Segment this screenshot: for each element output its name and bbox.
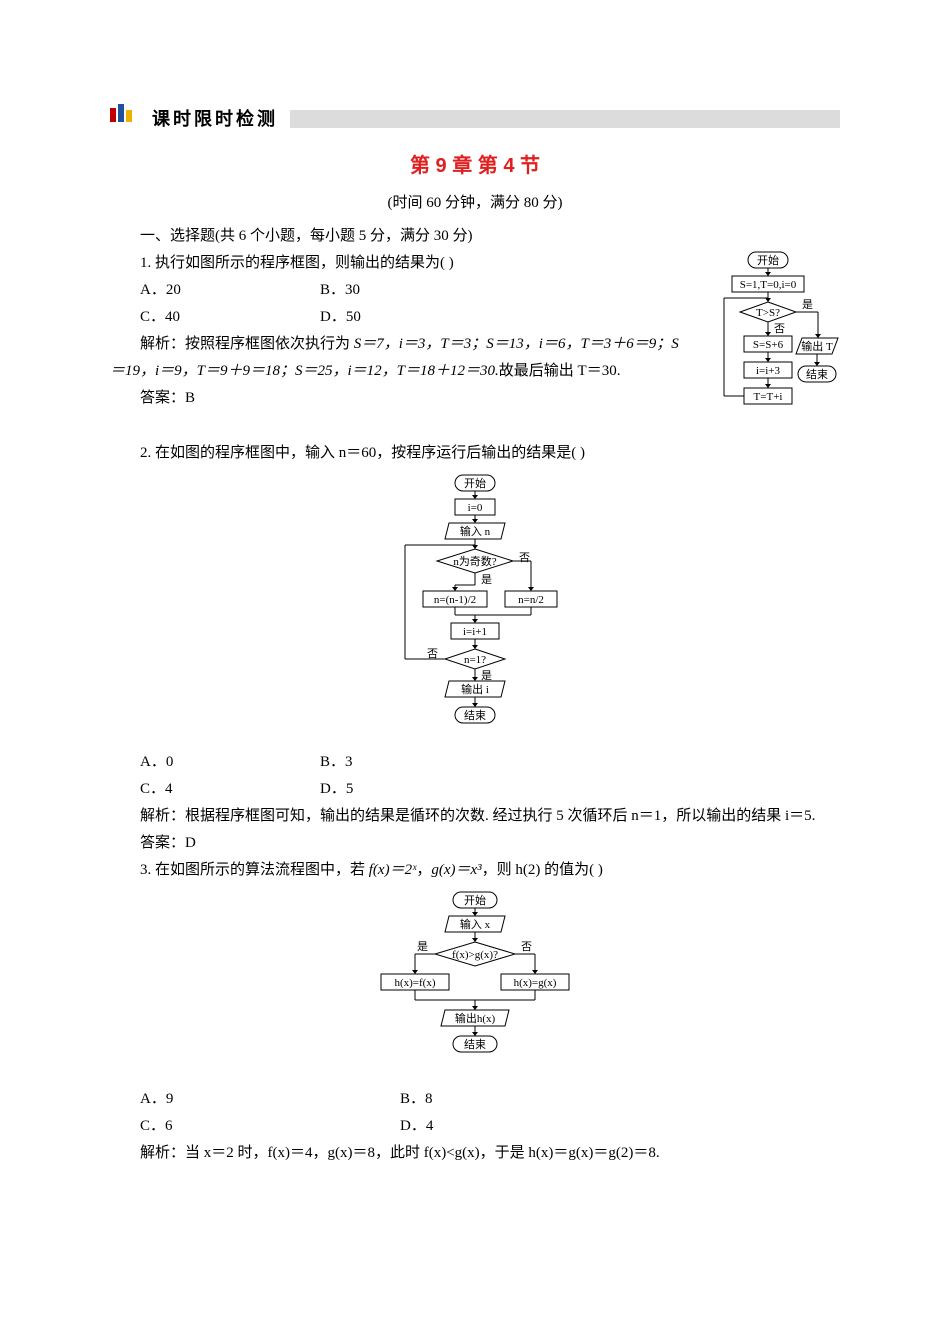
q2-optC: C．4	[140, 776, 320, 803]
svg-text:n=1?: n=1?	[464, 654, 486, 666]
q2-optA: A．0	[140, 749, 320, 776]
banner-bar	[290, 110, 840, 128]
svg-text:结束: 结束	[464, 1038, 486, 1051]
svg-text:否: 否	[774, 323, 785, 335]
svg-text:输出 i: 输出 i	[461, 682, 489, 696]
svg-text:是: 是	[802, 298, 813, 311]
svg-text:n=n/2: n=n/2	[518, 594, 544, 606]
svg-text:输出 T: 输出 T	[801, 339, 833, 353]
q1-flow-start: 开始	[757, 253, 779, 267]
page-container: 课时限时检测 第 9 章 第 4 节 (时间 60 分钟，满分 80 分) 一、…	[0, 0, 950, 1207]
q2-explain: 解析：根据程序框图可知，输出的结果是循环的次数. 经过执行 5 次循环后 n＝1…	[110, 803, 840, 830]
header-banner: 课时限时检测	[110, 100, 840, 138]
svg-text:S=1,T=0,i=0: S=1,T=0,i=0	[740, 279, 797, 291]
svg-text:f(x)>g(x)?: f(x)>g(x)?	[452, 949, 498, 961]
q1-options-row2: C．40 D．50	[110, 304, 690, 331]
q3-optA: A．9	[140, 1086, 400, 1113]
chapter-title: 第 9 章 第 4 节	[110, 148, 840, 184]
section1-heading: 一、选择题(共 6 个小题，每小题 5 分，满分 30 分)	[110, 223, 840, 250]
svg-text:i=0: i=0	[468, 502, 483, 514]
svg-text:n为奇数?: n为奇数?	[453, 555, 496, 568]
svg-text:i=i+3: i=i+3	[756, 365, 781, 377]
svg-text:是: 是	[417, 940, 428, 953]
svg-text:S=S+6: S=S+6	[753, 339, 784, 351]
q3-explain: 解析：当 x＝2 时，f(x)＝4，g(x)＝8，此时 f(x)<g(x)，于是…	[110, 1140, 840, 1167]
svg-text:结束: 结束	[806, 368, 828, 381]
svg-text:否: 否	[519, 552, 530, 564]
svg-text:输出h(x): 输出h(x)	[455, 1011, 496, 1025]
svg-text:结束: 结束	[464, 709, 486, 722]
q1-options-row1: A．20 B．30	[110, 277, 690, 304]
svg-text:否: 否	[427, 648, 438, 660]
time-info: (时间 60 分钟，满分 80 分)	[110, 190, 840, 217]
q3-optB: B．8	[400, 1086, 660, 1113]
q3-fx: f(x)＝2ˣ	[369, 862, 417, 878]
q3-options-row1: A．9 B．8	[110, 1086, 840, 1113]
q3-optC: C．6	[140, 1113, 400, 1140]
svg-text:输入 x: 输入 x	[460, 917, 491, 931]
svg-text:是: 是	[481, 669, 492, 682]
svg-text:输入 n: 输入 n	[460, 524, 491, 538]
q1-explain-tail: 故最后输出 T＝30.	[499, 363, 621, 379]
q3-optD: D．4	[400, 1113, 660, 1140]
q1-optA: A．20	[140, 277, 320, 304]
q3-text: 3. 在如图所示的算法流程图中，若 f(x)＝2ˣ，g(x)＝x³，则 h(2)…	[110, 857, 840, 884]
q2-options-row2: C．4 D．5	[110, 776, 840, 803]
svg-text:i=i+1: i=i+1	[463, 626, 487, 638]
q3-options-row2: C．6 D．4	[110, 1113, 840, 1140]
q2-flowchart: 开始 i=0 输入 n n为奇数? 否 是 n=(n	[110, 473, 840, 743]
q2-optB: B．3	[320, 749, 500, 776]
svg-text:开始: 开始	[464, 893, 486, 907]
q1-flowchart: 开始 S=1,T=0,i=0 T>S? 是 否 输出 T 结束	[700, 250, 840, 440]
svg-text:T=T+i: T=T+i	[754, 391, 783, 403]
svg-text:是: 是	[481, 573, 492, 586]
q3-text-post: ，则 h(2) 的值为( )	[482, 862, 603, 878]
q3-text-pre: 3. 在如图所示的算法流程图中，若	[140, 862, 369, 878]
svg-text:n=(n-1)/2: n=(n-1)/2	[434, 594, 476, 606]
q2-options-row1: A．0 B．3	[110, 749, 840, 776]
svg-text:h(x)=f(x): h(x)=f(x)	[394, 977, 435, 989]
q1-optC: C．40	[140, 304, 320, 331]
q1-explain-pre: 解析：按照程序框图依次执行为	[140, 336, 354, 352]
svg-text:h(x)=g(x): h(x)=g(x)	[514, 977, 557, 989]
q2-optD: D．5	[320, 776, 500, 803]
svg-text:开始: 开始	[464, 476, 486, 490]
svg-text:T>S?: T>S?	[756, 307, 780, 319]
q1-optD: D．50	[320, 304, 500, 331]
q3-gx: g(x)＝x³	[431, 862, 481, 878]
q2-text: 2. 在如图的程序框图中，输入 n＝60，按程序运行后输出的结果是( )	[110, 440, 840, 467]
q3-flowchart: 开始 输入 x f(x)>g(x)? 是 否 h(x)=f(x) h(x)=g(…	[110, 890, 840, 1080]
q2-answer: 答案：D	[110, 830, 840, 857]
svg-text:否: 否	[521, 941, 532, 953]
banner-icon	[110, 104, 136, 134]
banner-title: 课时限时检测	[144, 100, 286, 138]
q1-optB: B．30	[320, 277, 500, 304]
